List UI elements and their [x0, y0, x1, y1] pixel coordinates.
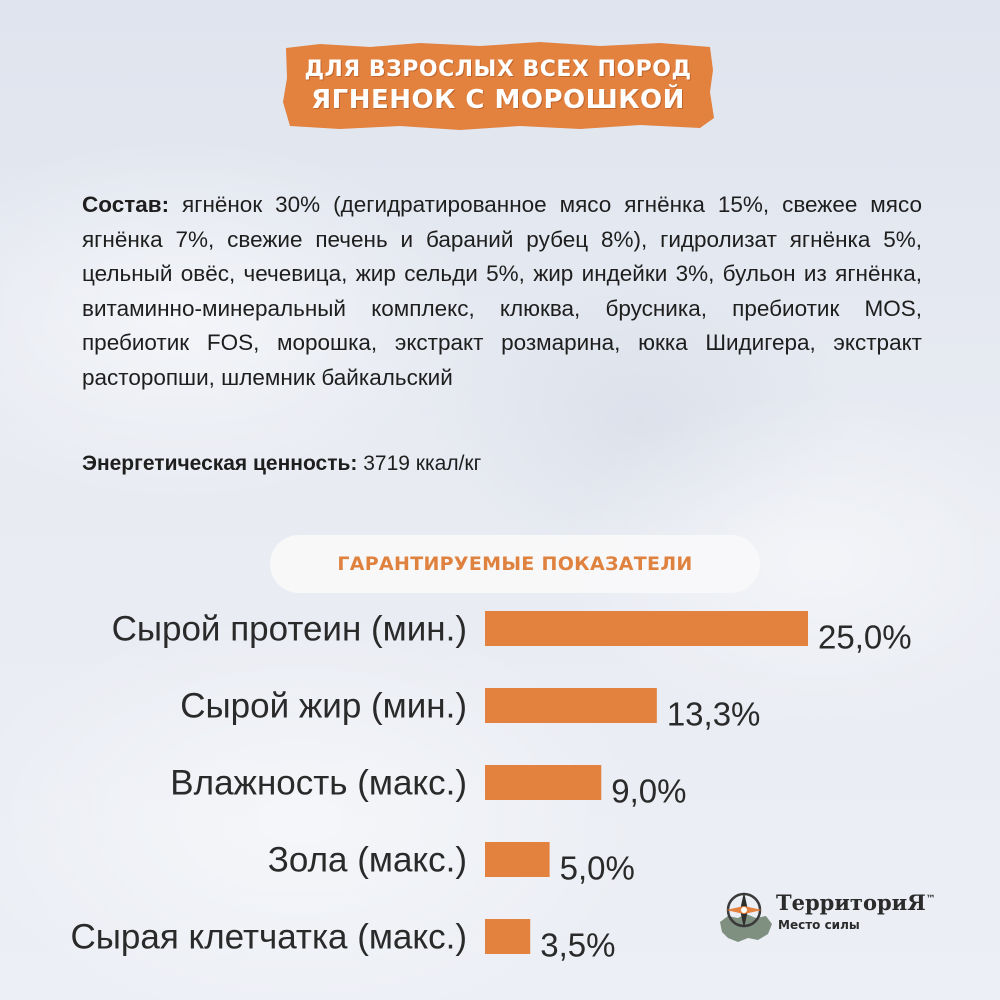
bar [485, 842, 550, 877]
bar-value-label: 5,0% [560, 850, 635, 887]
compass-map-icon [720, 892, 772, 942]
bar-category-label: Сырой жир (мин.) [180, 687, 467, 726]
bar [485, 919, 531, 954]
bar [485, 611, 808, 646]
logo-subtitle: Место силы [778, 918, 860, 932]
logo-title: ТерриториЯ™ [776, 890, 936, 915]
bar-category-label: Сырой протеин (мин.) [112, 610, 467, 649]
title-banner: для взрослых всех пород Ягненок с морошк… [280, 40, 716, 132]
energy-value: 3719 ккал/кг [363, 452, 482, 475]
banner-subtitle: для взрослых всех пород [304, 57, 692, 82]
bar-value-label: 13,3% [667, 696, 761, 733]
logo-trademark: ™ [925, 894, 936, 905]
bar-category-label: Зола (макс.) [268, 841, 467, 880]
bar-value-label: 25,0% [818, 619, 912, 656]
energy-value-line: Энергетическая ценность: 3719 ккал/кг [82, 452, 481, 476]
bar-value-label: 9,0% [611, 773, 686, 810]
composition-label: Состав: [82, 192, 170, 217]
brand-logo: ТерриториЯ™ Место силы [718, 884, 958, 954]
bar-category-label: Влажность (макс.) [170, 764, 467, 803]
chart-title-pill: Гарантируемые показатели [270, 535, 760, 593]
composition-text: ягнёнок 30% (дегидратированное мясо ягнё… [82, 192, 922, 390]
energy-label: Энергетическая ценность: [82, 452, 358, 475]
bar [485, 765, 602, 800]
bar-category-label: Сырая клетчатка (макс.) [70, 918, 467, 957]
banner-brush-shape [283, 42, 714, 130]
bar-value-label: 3,5% [540, 927, 615, 964]
composition-block: Состав: ягнёнок 30% (дегидратированное м… [82, 188, 922, 395]
bar [485, 688, 657, 723]
chart-title: Гарантируемые показатели [337, 553, 693, 575]
banner-title: Ягненок с морошкой [311, 85, 685, 115]
